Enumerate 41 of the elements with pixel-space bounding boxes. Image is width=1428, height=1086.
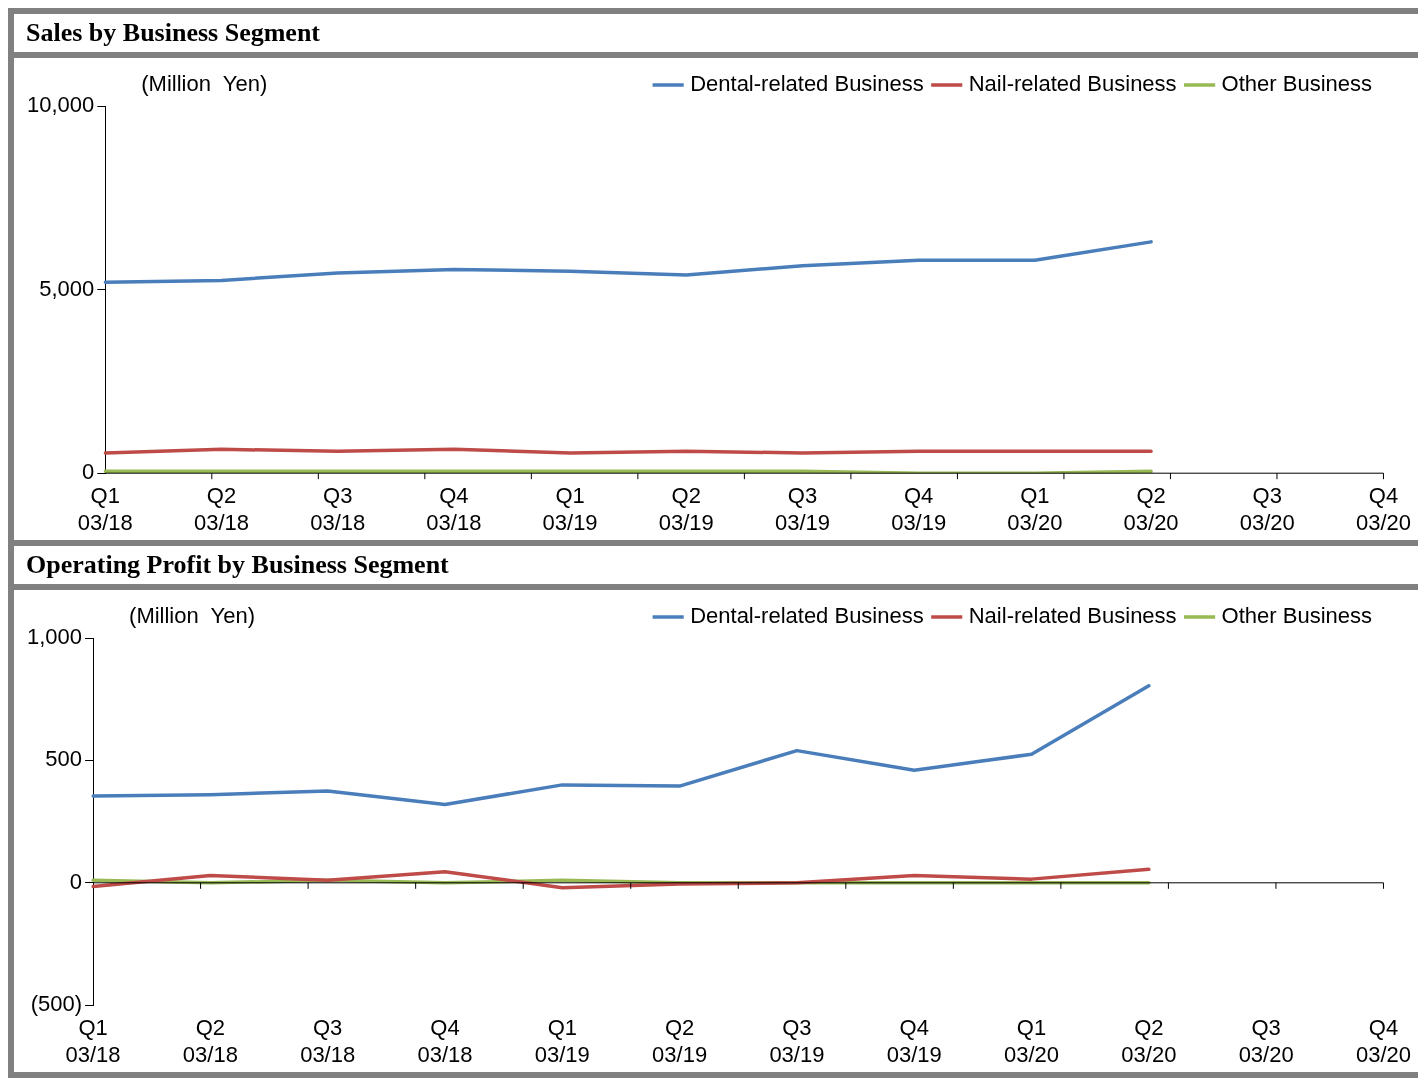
x-tick-label: Q2 03/19 xyxy=(652,1015,708,1067)
y-tick-label: 0 xyxy=(69,868,83,894)
x-tick-label: Q2 03/19 xyxy=(658,483,714,535)
chart-title: Sales by Business Segment xyxy=(14,14,1418,58)
x-tick-label: Q4 03/20 xyxy=(1355,483,1411,535)
legend-label: Other Business xyxy=(1221,603,1372,629)
x-tick-label: Q2 03/20 xyxy=(1123,483,1179,535)
chart-title: Operating Profit by Business Segment xyxy=(14,546,1418,590)
x-tick-label: Q1 03/19 xyxy=(534,1015,590,1067)
x-tick-label: Q2 03/20 xyxy=(1121,1015,1177,1067)
legend-label: Nail-related Business xyxy=(968,71,1177,97)
x-tick-label: Q3 03/18 xyxy=(310,483,366,535)
x-tick-label: Q1 03/19 xyxy=(542,483,598,535)
x-tick-label: Q1 03/20 xyxy=(1004,1015,1060,1067)
y-tick-label: 10,000 xyxy=(26,92,95,118)
legend-label: Dental-related Business xyxy=(690,603,924,629)
y-tick-label: (500) xyxy=(30,991,83,1017)
x-tick-label: Q2 03/18 xyxy=(193,483,250,535)
x-tick-label: Q4 03/18 xyxy=(417,1015,473,1067)
legend-label: Other Business xyxy=(1221,71,1372,97)
x-tick-label: Q3 03/19 xyxy=(769,1015,825,1067)
x-tick-label: Q4 03/18 xyxy=(426,483,482,535)
y-tick-label: 500 xyxy=(45,746,83,772)
y-tick-label: 0 xyxy=(82,459,95,485)
x-tick-label: Q1 03/18 xyxy=(65,1015,121,1067)
legend-label: Nail-related Business xyxy=(968,603,1177,629)
x-tick-label: Q3 03/20 xyxy=(1239,483,1295,535)
y-tick-label: 5,000 xyxy=(39,275,95,301)
text: (Million Yen) xyxy=(141,71,268,97)
x-tick-label: Q3 03/20 xyxy=(1238,1015,1294,1067)
x-tick-label: Q1 03/20 xyxy=(1007,483,1063,535)
legend-label: Dental-related Business xyxy=(690,71,924,97)
y-tick-label: 1,000 xyxy=(26,624,83,650)
x-tick-label: Q3 03/19 xyxy=(774,483,831,535)
x-tick-label: Q3 03/18 xyxy=(300,1015,356,1067)
x-tick-label: Q4 03/19 xyxy=(891,483,947,535)
text: (Million Yen) xyxy=(129,603,256,629)
x-tick-label: Q4 03/20 xyxy=(1355,1015,1411,1067)
x-tick-label: Q1 03/18 xyxy=(77,483,133,535)
x-tick-label: Q2 03/18 xyxy=(182,1015,238,1067)
x-tick-label: Q4 03/19 xyxy=(886,1015,942,1067)
